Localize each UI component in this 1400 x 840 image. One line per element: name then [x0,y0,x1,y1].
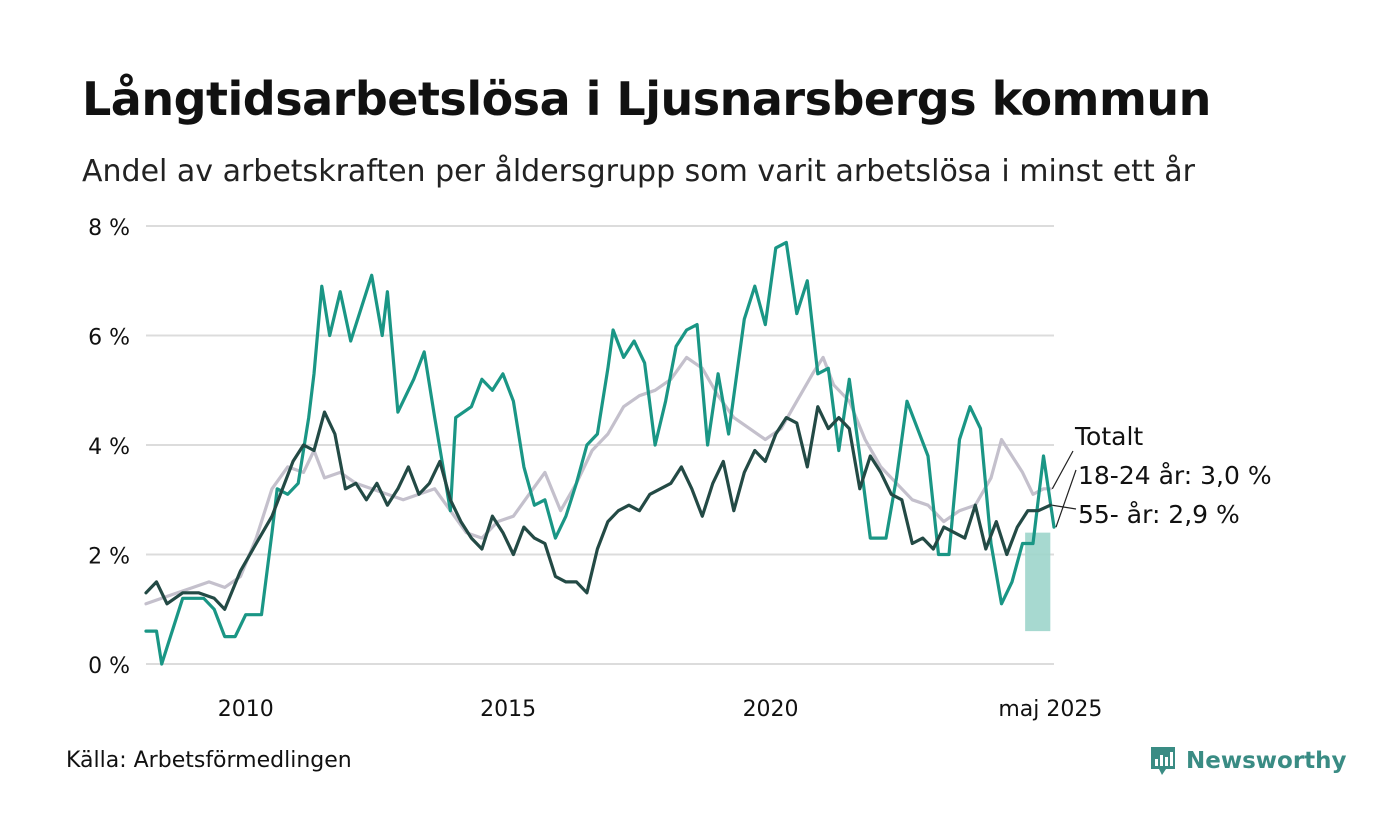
y-tick-label: 6 % [88,326,130,351]
newsworthy-logo-icon [1151,747,1175,775]
leader-line [1051,450,1074,490]
grid-lines [146,225,1054,665]
leader-line [1055,469,1077,528]
band-area [1025,532,1051,632]
series-end-label: 55- år: 2,9 % [1078,500,1240,529]
series-end-label: Totalt [1074,422,1143,451]
source-note: Källa: Arbetsförmedlingen [66,748,352,773]
series-line [144,355,1052,606]
chart-title: Långtidsarbetslösa i Ljusnarsbergs kommu… [82,72,1211,126]
brand-logo: Newsworthy [1148,742,1347,780]
chart-subtitle: Andel av arbetskraften per åldersgrupp s… [82,154,1195,189]
series-end-label: 18-24 år: 3,0 % [1078,461,1272,490]
brand-name: Newsworthy [1186,748,1347,774]
series-lines [144,240,1056,666]
confidence-band [1025,532,1051,632]
series-line [144,405,1052,611]
x-axis-ticks: 2010 2015 2020 maj 2025 [218,697,1103,722]
x-tick-label: maj 2025 [998,697,1102,722]
x-tick-label: 2010 [218,697,274,722]
y-tick-label: 2 % [88,545,130,570]
x-tick-label: 2020 [743,697,799,722]
y-tick-label: 8 % [88,216,130,241]
x-tick-label: 2015 [480,697,536,722]
y-tick-label: 0 % [88,654,130,679]
y-axis-ticks: 0 % 2 % 4 % 6 % 8 % [88,216,130,679]
end-labels: Totalt 18-24 år: 3,0 % 55- år: 2,9 % [1051,422,1272,529]
line-chart: 0 % 2 % 4 % 6 % 8 % 2010 2015 2020 maj 2025 Tot… [88,216,1272,722]
series-line [144,240,1056,666]
y-tick-label: 4 % [88,435,130,460]
leader-line [1052,504,1077,510]
